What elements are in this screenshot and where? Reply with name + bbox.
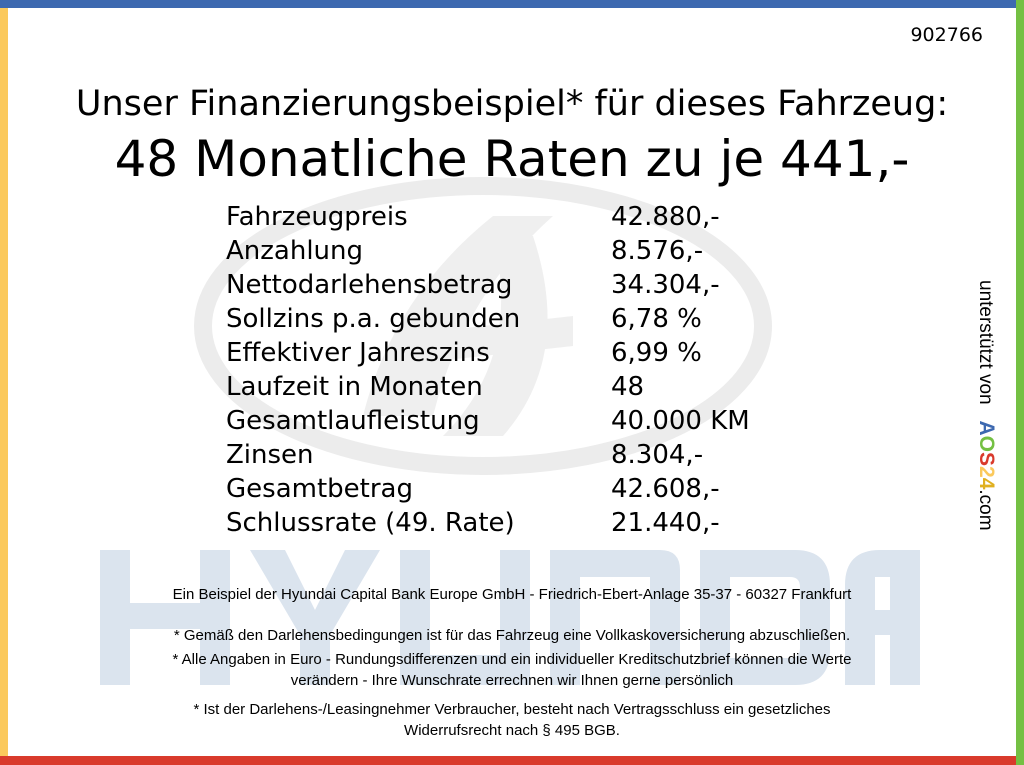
footnote-withdrawal: * Ist der Darlehens-/Leasingnehmer Verbr… [70, 699, 954, 741]
detail-label: Nettodarlehensbetrag [226, 270, 513, 300]
footnote-insurance: * Gemäß den Darlehensbedingungen ist für… [173, 627, 851, 644]
headline-monthly-rate: 48 Monatliche Raten zu je 441,- [114, 130, 910, 188]
detail-row: Fahrzeugpreis 42.880,- [226, 200, 750, 234]
vehicle-reference-number: 902766 [910, 24, 983, 46]
detail-row: Anzahlung 8.576,- [226, 234, 750, 268]
detail-row: Schlussrate (49. Rate) 21.440,- [226, 506, 750, 540]
detail-value: 6,99 % [611, 338, 702, 368]
frame-top-bar [0, 0, 1024, 8]
bank-info-line: Ein Beispiel der Hyundai Capital Bank Eu… [172, 586, 852, 603]
frame-left-bar [0, 8, 8, 756]
headline-intro: Unser Finanzierungsbeispiel* für dieses … [75, 84, 949, 124]
detail-value: 8.576,- [611, 236, 704, 266]
hyundai-wordmark-watermark [100, 550, 920, 685]
detail-value: 21.440,- [611, 508, 720, 538]
financing-details-table: Fahrzeugpreis 42.880,- Anzahlung 8.576,-… [226, 200, 750, 540]
detail-label: Anzahlung [226, 236, 364, 266]
detail-label: Zinsen [226, 440, 314, 470]
detail-row: Zinsen 8.304,- [226, 438, 750, 472]
frame-bottom-bar [0, 756, 1016, 765]
detail-value: 6,78 % [611, 304, 702, 334]
detail-value: 48 [611, 372, 645, 402]
detail-row: Nettodarlehensbetrag 34.304,- [226, 268, 750, 302]
aos24-logo: AOS24 [975, 420, 998, 490]
frame-right-bar [1016, 0, 1024, 765]
detail-label: Gesamtbetrag [226, 474, 413, 504]
footnote-currency-line1: * Alle Angaben in Euro - Rundungsdiffere… [172, 651, 852, 668]
side-credit-suffix: .com [975, 489, 996, 531]
footnote-currency-line2: verändern - Ihre Wunschrate errechnen wi… [290, 672, 734, 689]
side-credit-prefix: unterstützt von [975, 280, 996, 405]
footnote-withdrawal-line1: * Ist der Darlehens-/Leasingnehmer Verbr… [193, 701, 831, 718]
detail-value: 8.304,- [611, 440, 704, 470]
detail-value: 40.000 KM [611, 406, 750, 436]
detail-value: 42.608,- [611, 474, 720, 504]
detail-row: Effektiver Jahreszins 6,99 % [226, 336, 750, 370]
detail-row: Sollzins p.a. gebunden 6,78 % [226, 302, 750, 336]
footnote-withdrawal-line2: Widerrufsrecht nach § 495 BGB. [404, 722, 620, 739]
hyundai-logo-watermark [194, 177, 772, 475]
detail-label: Gesamtlaufleistung [226, 406, 480, 436]
detail-label: Sollzins p.a. gebunden [226, 304, 521, 334]
detail-label: Effektiver Jahreszins [226, 338, 490, 368]
detail-label: Laufzeit in Monaten [226, 372, 483, 402]
detail-label: Schlussrate (49. Rate) [226, 508, 515, 538]
side-credit: unterstützt von AOS24.com [973, 280, 999, 560]
footnote-currency: * Alle Angaben in Euro - Rundungsdiffere… [70, 649, 954, 691]
detail-value: 42.880,- [611, 202, 720, 232]
detail-value: 34.304,- [611, 270, 720, 300]
detail-row: Gesamtbetrag 42.608,- [226, 472, 750, 506]
detail-row: Laufzeit in Monaten 48 [226, 370, 750, 404]
detail-row: Gesamtlaufleistung 40.000 KM [226, 404, 750, 438]
detail-label: Fahrzeugpreis [226, 202, 408, 232]
